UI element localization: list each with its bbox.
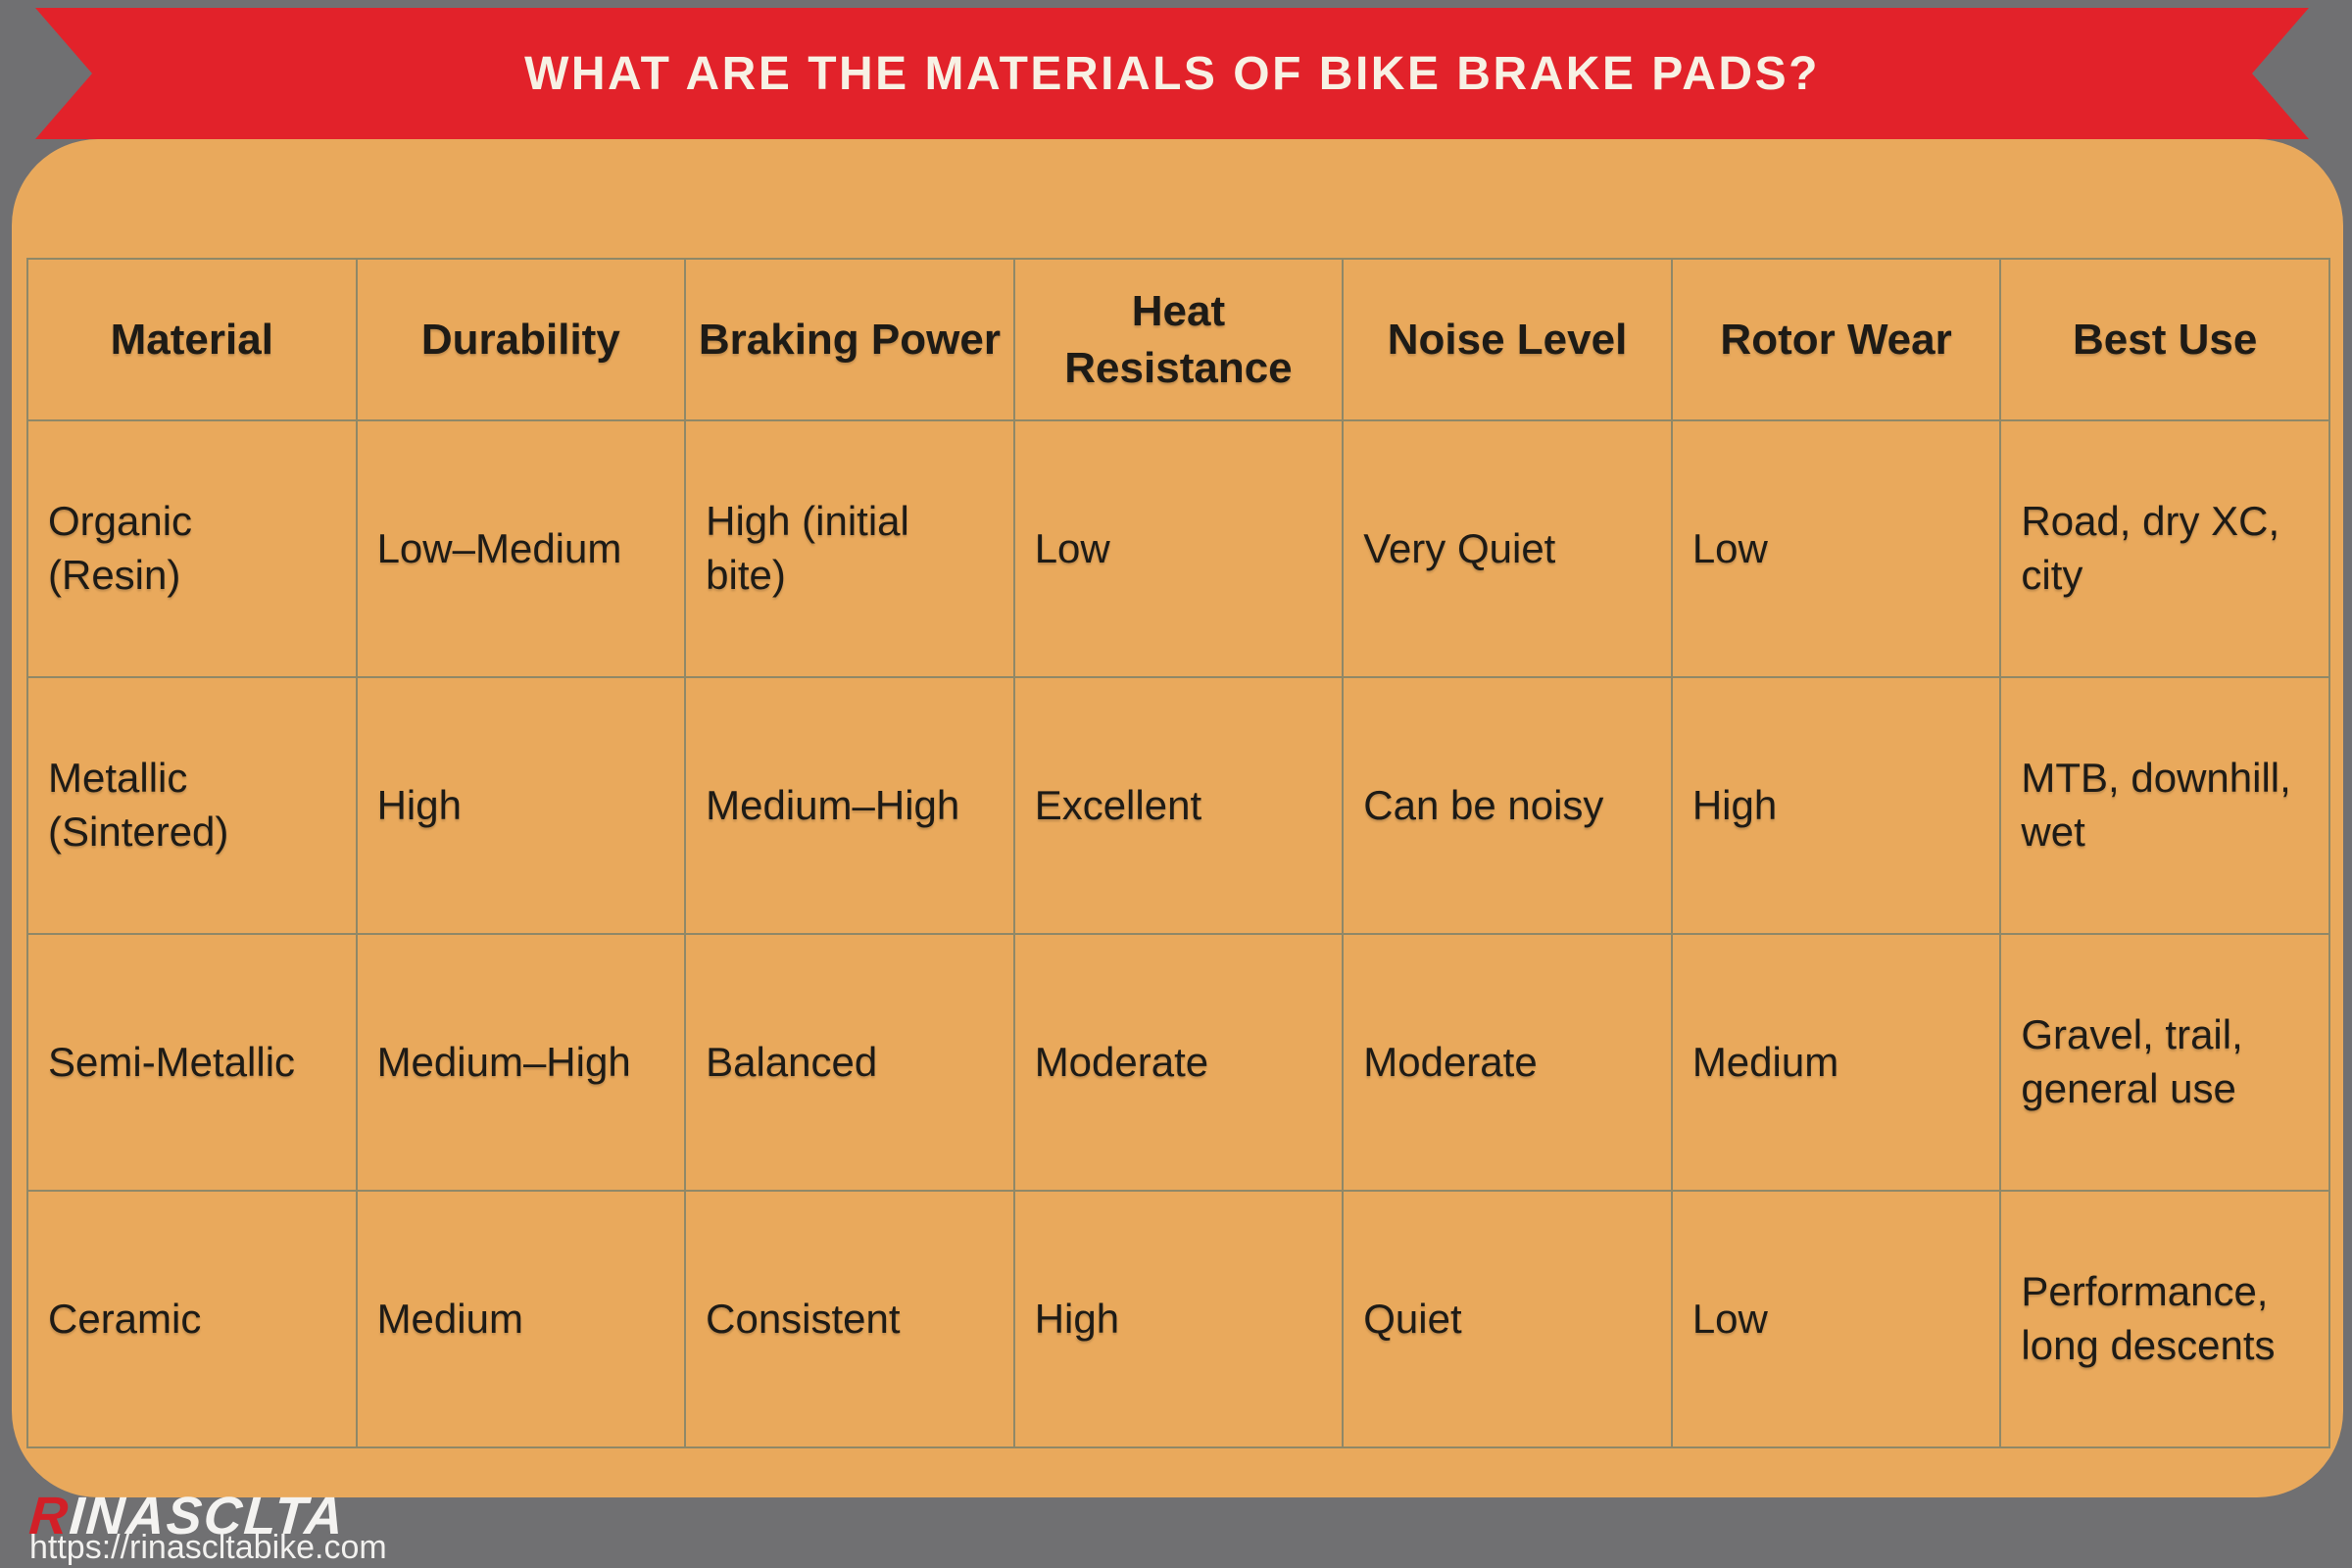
table-header: Material Durability Braking Power Heat Resi… (26, 258, 2330, 421)
column-header-durability: Durability (355, 258, 687, 421)
table-row: Ceramic Medium Consistent High Quiet Low Perfo… (26, 1190, 2330, 1448)
table-cell: Low (1670, 1190, 2002, 1448)
table-cell: Consistent (684, 1190, 1015, 1448)
table-cell: Quiet (1342, 1190, 1673, 1448)
column-header-material: Material (26, 258, 358, 421)
table-cell: Low (1670, 419, 2002, 678)
table-cell: Low (1012, 419, 1345, 678)
column-header-rotor-wear: Rotor Wear (1670, 258, 2002, 421)
table-cell: High (355, 676, 687, 935)
table-cell: Performance, long descents (1999, 1190, 2330, 1448)
column-header-braking-power: Braking Power (684, 258, 1015, 421)
table-cell: High (1670, 676, 2002, 935)
title-ribbon: WHAT ARE THE MATERIALS OF BIKE BRAKE PAD… (35, 8, 2309, 139)
brand-url: https://rinascltabike.com (29, 1529, 387, 1566)
table-body: Organic (Resin) Low–Medium High (initial b… (26, 419, 2330, 1448)
table-cell: Medium (355, 1190, 687, 1448)
column-header-best-use: Best Use (1999, 258, 2330, 421)
table-cell: Gravel, trail, general use (1999, 933, 2330, 1192)
page-title: WHAT ARE THE MATERIALS OF BIKE BRAKE PAD… (524, 47, 1820, 100)
table-row: Metallic (Sintered) High Medium–High Excell… (26, 676, 2330, 935)
table-cell: Can be noisy (1342, 676, 1673, 935)
brake-pads-comparison-table: Material Durability Braking Power Heat Resi… (26, 258, 2330, 1448)
table-cell: High (initial bite) (684, 419, 1015, 678)
table-cell: High (1012, 1190, 1345, 1448)
table-cell: Medium–High (355, 933, 687, 1192)
table-cell: Moderate (1342, 933, 1673, 1192)
table-cell: Medium (1670, 933, 2002, 1192)
table-cell: MTB, downhill, wet (1999, 676, 2330, 935)
material-cell: Metallic (Sintered) (26, 676, 358, 935)
table-row: Semi-Metallic Medium–High Balanced Moderate… (26, 933, 2330, 1192)
material-cell: Organic (Resin) (26, 419, 358, 678)
material-cell: Ceramic (26, 1190, 358, 1448)
column-header-noise-level: Noise Level (1342, 258, 1673, 421)
table-row: Organic (Resin) Low–Medium High (initial b… (26, 419, 2330, 678)
table-cell: Balanced (684, 933, 1015, 1192)
material-cell: Semi-Metallic (26, 933, 358, 1192)
header-row: Material Durability Braking Power Heat Resi… (26, 258, 2330, 421)
table-cell: Low–Medium (355, 419, 687, 678)
table-cell: Medium–High (684, 676, 1015, 935)
table-cell: Moderate (1012, 933, 1345, 1192)
column-header-heat-resistance: Heat Resistance (1012, 258, 1345, 421)
table-cell: Excellent (1012, 676, 1345, 935)
table-cell: Road, dry XC, city (1999, 419, 2330, 678)
table-cell: Very Quiet (1342, 419, 1673, 678)
